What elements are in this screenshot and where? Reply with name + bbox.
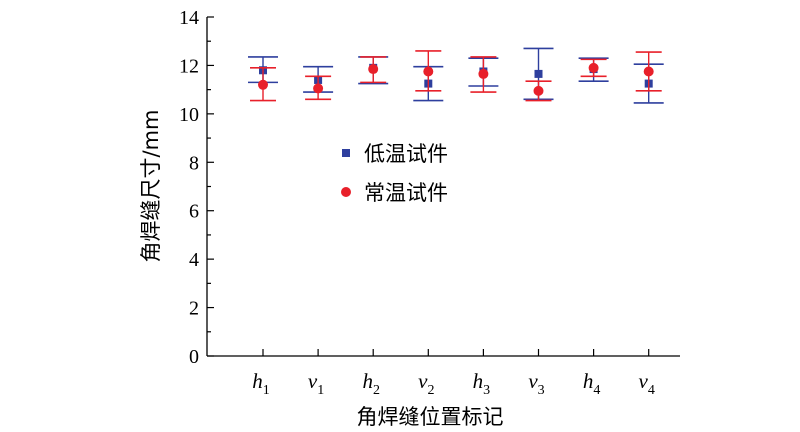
data-point-circle	[478, 68, 489, 79]
y-tick-label: 10	[179, 104, 199, 126]
data-point-circle	[423, 66, 434, 77]
x-tick-label: h4	[583, 369, 601, 398]
y-tick-label: 2	[189, 298, 199, 320]
series-2	[250, 50, 662, 102]
data-point-circle	[258, 79, 268, 90]
x-tick-label-subscript: 4	[648, 383, 655, 398]
x-tick-label: v1	[308, 369, 324, 398]
x-tick-label-subscript: 4	[593, 383, 600, 398]
legend-label: 常温试件	[364, 181, 448, 205]
x-tick-label-subscript: 2	[427, 383, 434, 398]
x-tick-label-subscript: 1	[317, 383, 324, 398]
y-tick-label: 12	[179, 55, 199, 77]
data-point-square	[534, 69, 543, 78]
x-tick-label-subscript: 3	[483, 383, 490, 398]
legend-label: 低温试件	[364, 142, 448, 166]
x-tick-label: h1	[252, 369, 270, 398]
x-tick-label: v4	[639, 369, 655, 398]
x-tick-label: v2	[418, 369, 434, 398]
data-point-circle	[368, 64, 379, 75]
x-tick-label-subscript: 3	[538, 383, 545, 398]
data-point-circle	[588, 62, 599, 73]
legend-marker-circle	[341, 187, 351, 197]
y-tick-label: 14	[179, 7, 199, 29]
y-tick-label: 6	[189, 201, 199, 223]
data-point-circle	[313, 83, 324, 94]
data-point-circle	[643, 66, 654, 77]
x-tick-label-subscript: 1	[263, 383, 270, 398]
x-axis-title: 角焊缝位置标记	[357, 405, 504, 429]
x-tick-label: h3	[473, 369, 491, 398]
y-tick-label: 4	[189, 249, 199, 271]
y-tick-label: 0	[189, 346, 199, 368]
data-point-circle	[533, 85, 544, 96]
x-tick-label: h2	[362, 369, 380, 398]
legend-marker-square	[342, 149, 350, 157]
x-tick-label-subscript: 2	[373, 383, 380, 398]
x-tick-label: v3	[528, 369, 544, 398]
series-group	[248, 47, 664, 104]
y-axis-title: 角焊缝尺寸/mm	[139, 110, 163, 263]
y-axis-ticks: 0 2 4 6 8 10 12 14	[179, 7, 214, 368]
y-tick-label: 8	[189, 152, 199, 174]
